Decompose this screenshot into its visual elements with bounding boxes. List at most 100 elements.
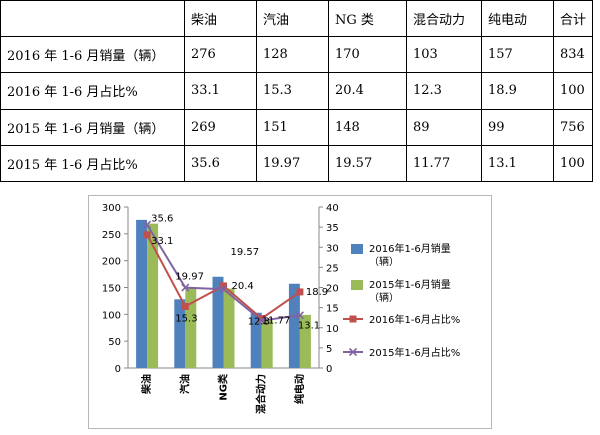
left-axis-tick-label: 100 bbox=[102, 310, 121, 321]
table-cell: 89 bbox=[406, 108, 482, 146]
right-axis-tick-label: 5 bbox=[326, 344, 332, 355]
table-cell: 35.6 bbox=[184, 144, 257, 183]
marker-2015-share bbox=[219, 285, 228, 294]
data-label: 11.77 bbox=[262, 316, 291, 327]
legend-2015-share-marker bbox=[348, 347, 358, 357]
table-cell: 276 bbox=[184, 36, 257, 74]
table-cell: 11.77 bbox=[406, 144, 482, 183]
table-row: 2015 年 1-6 月销量（辆） 269 151 148 89 99 756 bbox=[0, 108, 593, 146]
table-cell: 100 bbox=[553, 144, 593, 183]
bar-2015-sales bbox=[147, 223, 159, 368]
right-axis-tick-label: 40 bbox=[326, 203, 339, 214]
table-header-row: 柴油 汽油 NG 类 混合动力 纯电动 合计 bbox=[0, 0, 593, 38]
table-cell: 151 bbox=[256, 108, 329, 146]
category-label: 柴油 bbox=[140, 374, 153, 395]
table-cell: 33.1 bbox=[184, 72, 257, 110]
left-axis-tick-label: 0 bbox=[115, 364, 121, 375]
category-label: 汽油 bbox=[178, 374, 191, 394]
table-header-cell: NG 类 bbox=[328, 0, 407, 38]
right-axis-tick-label: 0 bbox=[326, 364, 332, 375]
bar-2016-sales bbox=[288, 283, 300, 368]
right-axis-tick-label: 10 bbox=[326, 324, 339, 335]
left-axis-tick-label: 300 bbox=[102, 203, 121, 214]
data-table: 柴油 汽油 NG 类 混合动力 纯电动 合计 2016 年 1-6 月销量（辆）… bbox=[0, 0, 593, 183]
legend-2016-sales-label: 2016年1-6月销量 bbox=[369, 242, 451, 255]
left-axis-tick-label: 150 bbox=[102, 284, 121, 295]
row-label-cell: 2016 年 1-6 月销量（辆） bbox=[0, 36, 185, 74]
right-axis-tick-label: 30 bbox=[326, 243, 339, 254]
data-label: 19.97 bbox=[175, 272, 204, 283]
row-label-cell: 2016 年 1-6 月占比% bbox=[0, 72, 185, 110]
left-axis-tick-label: 50 bbox=[108, 337, 121, 348]
right-axis-tick-label: 20 bbox=[326, 284, 339, 295]
table-cell: 170 bbox=[328, 36, 407, 74]
category-label: 混合动力 bbox=[255, 374, 268, 414]
table-cell: 19.97 bbox=[256, 144, 329, 183]
data-label: 35.6 bbox=[151, 214, 173, 225]
table-cell: 834 bbox=[553, 36, 593, 74]
legend-2016-share-marker bbox=[349, 315, 357, 323]
data-label: 20.4 bbox=[232, 281, 254, 292]
right-axis-tick-label: 15 bbox=[326, 304, 339, 315]
bar-2016-sales bbox=[212, 276, 224, 368]
left-axis-tick-label: 250 bbox=[102, 230, 121, 241]
legend-2016-share-label: 2016年1-6月占比% bbox=[369, 313, 460, 326]
bar-2016-sales bbox=[136, 219, 148, 368]
marker-2015-share bbox=[143, 220, 152, 229]
table-row: 2016 年 1-6 月占比% 33.1 15.3 20.4 12.3 18.9… bbox=[0, 72, 593, 110]
legend-2015-sales-label: （辆） bbox=[369, 291, 399, 304]
table-cell: 269 bbox=[184, 108, 257, 146]
row-label-cell: 2015 年 1-6 月销量（辆） bbox=[0, 108, 185, 146]
table-cell: 100 bbox=[553, 72, 593, 110]
data-label: 19.57 bbox=[231, 247, 260, 258]
table-row: 2015 年 1-6 月占比% 35.6 19.97 19.57 11.77 1… bbox=[0, 144, 593, 183]
bar-2015-sales bbox=[223, 288, 235, 368]
table-cell: 756 bbox=[553, 108, 593, 146]
right-axis-tick-label: 35 bbox=[326, 223, 339, 234]
data-label: 13.1 bbox=[298, 320, 320, 331]
table-cell: 128 bbox=[256, 36, 329, 74]
table-cell: 12.3 bbox=[406, 72, 482, 110]
table-cell: 18.9 bbox=[481, 72, 554, 110]
data-label: 12.3 bbox=[248, 316, 270, 327]
row-label-cell: 2015 年 1-6 月占比% bbox=[0, 144, 185, 183]
table-cell: 103 bbox=[406, 36, 482, 74]
table-cell: 13.1 bbox=[481, 144, 554, 183]
bar-2016-sales bbox=[250, 312, 262, 368]
right-axis-tick-label: 25 bbox=[326, 263, 339, 274]
table-header-cell: 汽油 bbox=[256, 0, 329, 38]
marker-2015-share bbox=[181, 283, 190, 292]
combo-chart: 0 50 100 150 200 250 300 0 5 10 15 20 25 30 35 40 35.6 33… bbox=[102, 203, 460, 414]
bar-2015-sales bbox=[185, 286, 197, 368]
legend-2015-sales-label: 2015年1-6月销量 bbox=[369, 278, 451, 291]
marker-2015-share bbox=[295, 311, 304, 320]
bar-2015-sales bbox=[261, 320, 273, 368]
table-header-cell: 纯电动 bbox=[481, 0, 554, 38]
marker-2016-share bbox=[181, 302, 189, 310]
table-header-cell: 混合动力 bbox=[406, 0, 482, 38]
marker-2015-share bbox=[257, 316, 266, 325]
table-row: 2016 年 1-6 月销量（辆） 276 128 170 103 157 83… bbox=[0, 36, 593, 74]
left-axis-tick-label: 200 bbox=[102, 257, 121, 268]
table-header-cell: 柴油 bbox=[184, 0, 257, 38]
data-label: 18.9 bbox=[306, 287, 328, 298]
table-cell: 99 bbox=[481, 108, 554, 146]
legend-2015-sales-swatch bbox=[351, 280, 363, 290]
marker-2016-share bbox=[143, 231, 151, 239]
table-cell: 157 bbox=[481, 36, 554, 74]
category-label: 纯电动 bbox=[293, 374, 306, 404]
table-cell: 148 bbox=[328, 108, 407, 146]
marker-2016-share bbox=[296, 288, 304, 296]
table-cell: 19.57 bbox=[328, 144, 407, 183]
table-header-cell: 合计 bbox=[553, 0, 593, 38]
marker-2016-share bbox=[220, 282, 227, 290]
category-label: NG类 bbox=[217, 374, 230, 401]
legend-2015-share-label: 2015年1-6月占比% bbox=[369, 346, 460, 359]
table-cell: 20.4 bbox=[328, 72, 407, 110]
table-cell: 15.3 bbox=[256, 72, 329, 110]
marker-2016-share bbox=[258, 314, 266, 322]
data-label: 15.3 bbox=[175, 313, 197, 324]
data-label: 33.1 bbox=[151, 236, 173, 247]
bar-2015-sales bbox=[299, 314, 311, 368]
chart-frame: 0 50 100 150 200 250 300 0 5 10 15 20 25 30 35 40 35.6 33… bbox=[88, 195, 492, 429]
